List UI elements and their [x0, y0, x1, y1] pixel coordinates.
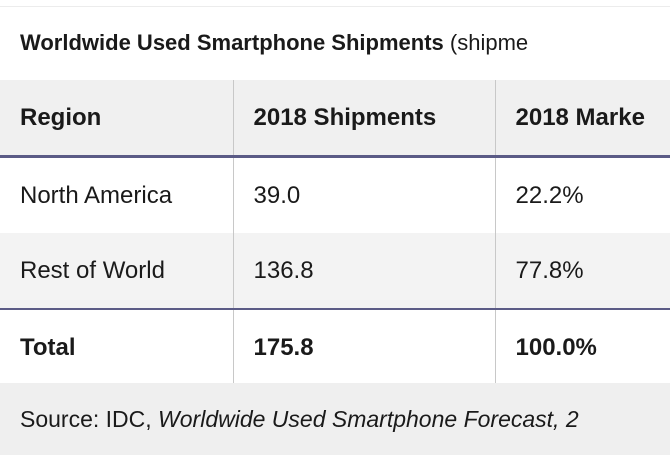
total-row: Total 175.8 100.0%: [0, 309, 670, 385]
cell-share: 22.2%: [494, 156, 670, 233]
header-market-share: 2018 Marke: [494, 80, 670, 158]
source-prefix: Source: IDC,: [20, 406, 159, 432]
cell-region: North America: [20, 181, 173, 209]
title-main: Worldwide Used Smartphone Shipments: [20, 30, 444, 55]
cell-shipments: 175.8: [232, 309, 495, 385]
cell-region: Rest of World: [0, 233, 233, 310]
table-title: Worldwide Used Smartphone Shipments (shi…: [20, 30, 528, 56]
header-row: Region 2018 Shipments 2018 Marke: [0, 80, 670, 158]
table-row: North America 39.0 22.2%: [0, 156, 670, 233]
cell-shipments: 136.8: [232, 233, 495, 310]
cell-shipments: 39.0: [232, 156, 495, 233]
header-region: Region: [0, 80, 233, 158]
source-note: Source: IDC, Worldwide Used Smartphone F…: [0, 383, 670, 455]
source-title: Worldwide Used Smartphone Forecast, 2: [158, 406, 579, 432]
cell-share: 100.0%: [494, 309, 670, 385]
cell-share: 77.8%: [494, 233, 670, 310]
header-shipments: 2018 Shipments: [232, 80, 495, 158]
top-divider: [0, 6, 670, 7]
cell-region: Total: [20, 333, 76, 361]
shipments-table: Region 2018 Shipments 2018 Marke North A…: [0, 80, 670, 385]
title-unit: (shipme: [449, 30, 529, 55]
table-row: Rest of World 136.8 77.8%: [0, 233, 670, 310]
